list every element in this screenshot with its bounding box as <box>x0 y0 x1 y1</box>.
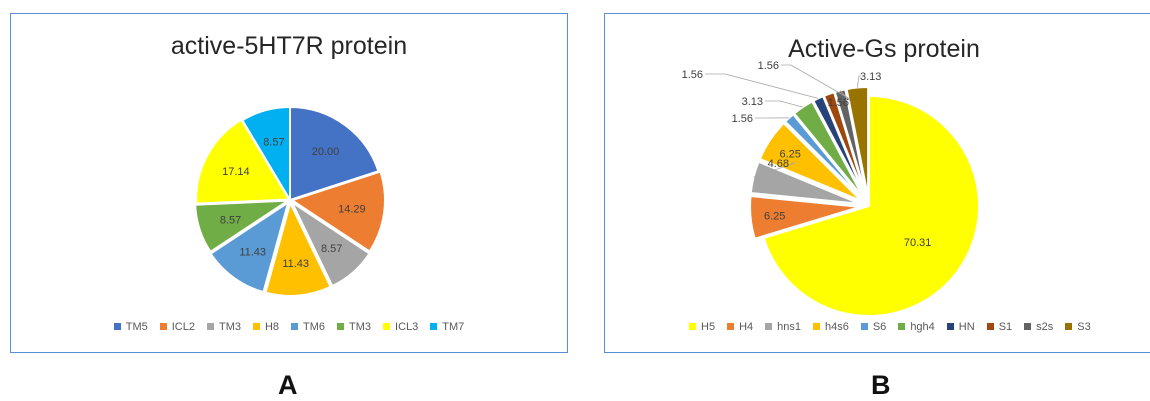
legend-item-hns1: hns1 <box>765 321 801 333</box>
data-label: 17.14 <box>222 166 250 178</box>
legend-swatch <box>898 323 905 330</box>
legend-label: H5 <box>701 321 715 333</box>
legend-item-h4s6: h4s6 <box>813 321 849 333</box>
legend-item-hgh4: hgh4 <box>898 321 934 333</box>
legend: TM5 ICL2 TM3 H8 TM6 TM3 ICL3 TM7 <box>11 321 567 333</box>
legend-label: H8 <box>265 321 279 333</box>
legend-swatch <box>253 323 260 330</box>
legend-item-icl2: ICL2 <box>160 321 195 333</box>
legend-swatch <box>383 323 390 330</box>
legend-swatch <box>727 323 734 330</box>
legend: H5 H4 hns1 h4s6 S6 hgh4 HN S1 s2s S3 <box>683 321 1097 333</box>
leader-line <box>765 101 803 107</box>
legend-swatch <box>430 323 437 330</box>
legend-item-s6: S6 <box>861 321 886 333</box>
pie-chart-a: 20.00 14.29 8.57 11.43 11.43 8.57 17.14 8.57 <box>11 14 569 354</box>
data-label: 1.56 <box>758 60 779 72</box>
data-label: 3.13 <box>860 71 881 83</box>
legend-swatch <box>689 323 696 330</box>
figure-label-b: B <box>871 370 891 401</box>
legend-swatch <box>160 323 167 330</box>
legend-swatch <box>947 323 954 330</box>
legend-label: TM3 <box>349 321 371 333</box>
legend-label: H4 <box>739 321 753 333</box>
figure-label-a: A <box>278 370 298 401</box>
data-label: 8.57 <box>263 137 284 149</box>
legend-item-s3: S3 <box>1065 321 1090 333</box>
legend-swatch <box>337 323 344 330</box>
legend-swatch <box>291 323 298 330</box>
legend-item-s2s: s2s <box>1024 321 1053 333</box>
data-label: 6.25 <box>764 210 785 222</box>
data-label: 3.13 <box>742 96 763 108</box>
legend-swatch <box>765 323 772 330</box>
legend-label: HN <box>959 321 975 333</box>
legend-item-hn: HN <box>947 321 975 333</box>
data-label: 1.56 <box>732 113 753 125</box>
legend-label: S6 <box>873 321 886 333</box>
pie-chart-b: 70.316.254.686.251.563.131.561.563.131.5… <box>605 14 1150 354</box>
legend-item-tm6: TM6 <box>291 321 325 333</box>
legend-item-tm7: TM7 <box>430 321 464 333</box>
legend-item-h4: H4 <box>727 321 753 333</box>
legend-label: s2s <box>1036 321 1053 333</box>
legend-item-h8: H8 <box>253 321 279 333</box>
data-label: 11.43 <box>282 258 309 270</box>
legend-label: S3 <box>1077 321 1090 333</box>
legend-item-icl3: ICL3 <box>383 321 418 333</box>
legend-swatch <box>207 323 214 330</box>
legend-label: S1 <box>999 321 1012 333</box>
data-label: 8.57 <box>321 243 342 255</box>
legend-label: TM3 <box>219 321 241 333</box>
legend-item-tm3: TM3 <box>337 321 371 333</box>
data-label: 1.56 <box>828 97 849 109</box>
leader-line <box>705 74 818 98</box>
legend-label: h4s6 <box>825 321 849 333</box>
legend-label: TM5 <box>126 321 148 333</box>
legend-swatch <box>861 323 868 330</box>
data-label: 8.57 <box>220 214 241 226</box>
data-label: 11.43 <box>239 246 266 258</box>
legend-swatch <box>813 323 820 330</box>
legend-item-tm3: TM3 <box>207 321 241 333</box>
legend-swatch <box>1065 323 1072 330</box>
legend-label: ICL2 <box>172 321 195 333</box>
legend-label: hgh4 <box>910 321 934 333</box>
data-label: 14.29 <box>338 203 366 215</box>
data-label: 6.25 <box>779 148 800 160</box>
legend-item-h5: H5 <box>689 321 715 333</box>
legend-label: hns1 <box>777 321 801 333</box>
data-label: 1.56 <box>682 69 703 81</box>
data-label: 20.00 <box>312 146 340 158</box>
legend-label: ICL3 <box>395 321 418 333</box>
legend-swatch <box>1024 323 1031 330</box>
legend-item-tm5: TM5 <box>114 321 148 333</box>
data-label: 70.31 <box>904 237 932 249</box>
legend-swatch <box>987 323 994 330</box>
legend-swatch <box>114 323 121 330</box>
legend-item-s1: S1 <box>987 321 1012 333</box>
legend-label: TM6 <box>303 321 325 333</box>
legend-label: TM7 <box>442 321 464 333</box>
